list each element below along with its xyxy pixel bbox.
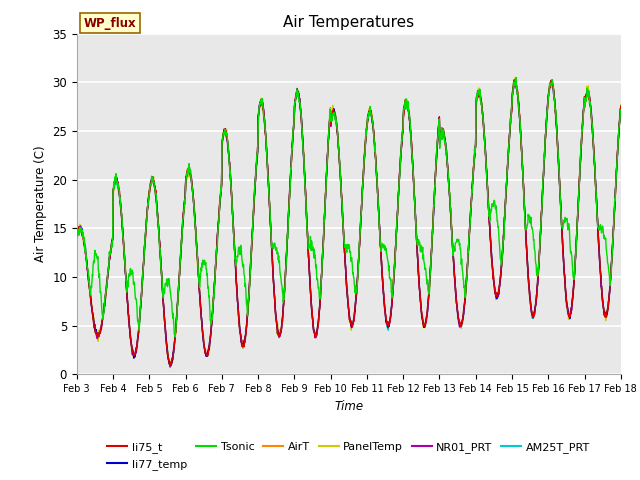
Title: Air Temperatures: Air Temperatures (284, 15, 414, 30)
Y-axis label: Air Temperature (C): Air Temperature (C) (34, 146, 47, 262)
Text: WP_flux: WP_flux (84, 17, 136, 30)
X-axis label: Time: Time (334, 400, 364, 413)
Legend: li75_t, li77_temp, Tsonic, AirT, PanelTemp, NR01_PRT, AM25T_PRT: li75_t, li77_temp, Tsonic, AirT, PanelTe… (103, 438, 595, 474)
